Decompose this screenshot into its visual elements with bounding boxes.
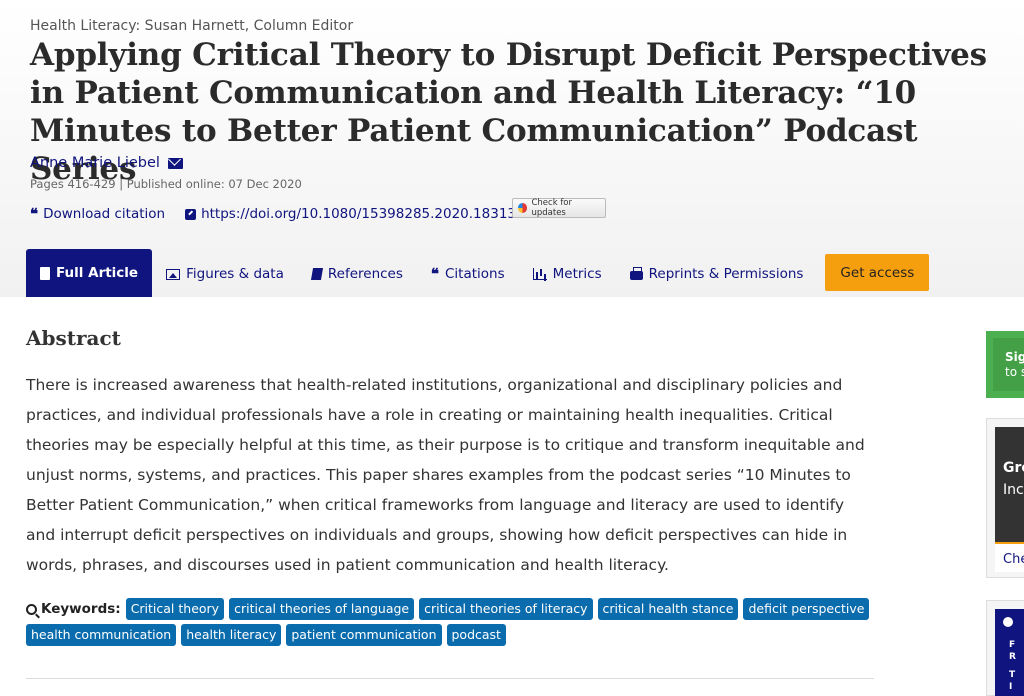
tab-label: References [327, 266, 403, 282]
download-citation-link[interactable]: ❝ Download citation [30, 206, 165, 222]
ad-line2: R [1009, 652, 1016, 662]
abstract-text: There is increased awareness that health… [26, 376, 865, 574]
crossmark-icon [518, 203, 528, 213]
keyword-tag[interactable]: deficit perspective [743, 598, 870, 620]
keywords-label-text: Keywords: [41, 601, 121, 617]
sign-in-banner-text: Sig to s [993, 338, 1024, 391]
tab-label: Metrics [552, 266, 602, 282]
tab-label: Full Article [56, 265, 139, 281]
book-icon [310, 268, 323, 280]
keyword-tag[interactable]: health communication [26, 624, 177, 646]
article-title: Applying Critical Theory to Disrupt Defi… [30, 37, 987, 187]
keywords-label: Keywords: [26, 601, 121, 617]
keyword-tag[interactable]: health literacy [181, 624, 282, 646]
ad-line4: I [1009, 682, 1013, 692]
envelope-icon[interactable] [167, 157, 183, 169]
keyword-tag[interactable]: Critical theory [125, 598, 225, 620]
tab-citations[interactable]: ❝ Citations [417, 251, 519, 297]
tab-references[interactable]: References [298, 251, 417, 297]
search-icon [26, 603, 37, 615]
check-updates-label: Check for updates [531, 198, 573, 218]
quote-icon: ❝ [430, 264, 439, 283]
promo-cta-link[interactable]: Che [995, 542, 1024, 572]
article-header: Health Literacy: Susan Harnett, Column E… [0, 0, 1024, 297]
keywords-list: Keywords: Critical theory critical theor… [26, 598, 876, 646]
ad-line1: F [1009, 640, 1016, 650]
sign-in-banner[interactable]: Sig to s [986, 331, 1024, 398]
bar-chart-icon [532, 268, 547, 280]
external-link-icon [185, 208, 197, 220]
tab-label: Citations [444, 266, 505, 282]
tab-figures-data[interactable]: Figures & data [152, 251, 298, 297]
tab-reprints-permissions[interactable]: Reprints & Permissions [616, 251, 818, 297]
promo-band: Gro Inc [995, 427, 1024, 542]
section-divider [26, 678, 874, 679]
doi-label: https://doi.org/10.1080/15398285.2020.18… [201, 206, 534, 222]
image-icon [166, 268, 181, 280]
article-tabs: Full Article Figures & data References ❝… [26, 249, 930, 297]
promo-line1: Gro [1003, 460, 1024, 476]
tab-label: Reprints & Permissions [648, 266, 804, 282]
ad-line3: T [1009, 670, 1016, 680]
check-for-updates-button[interactable]: Check for updates [512, 198, 606, 218]
article-tools: ❝ Download citation https://doi.org/10.1… [30, 206, 553, 222]
column-editor-line: Health Literacy: Susan Harnett, Column E… [30, 18, 354, 34]
author-row: Anne Marie Liebel [30, 155, 183, 171]
logo-icon [1003, 617, 1013, 627]
keyword-tag[interactable]: critical theories of literacy [419, 598, 593, 620]
keyword-tag[interactable]: critical health stance [597, 598, 739, 620]
sign-in-line2: to s [1005, 365, 1024, 379]
author-link[interactable]: Anne Marie Liebel [30, 155, 160, 171]
ad-banner: F R T I [995, 609, 1024, 696]
promo-line2: Inc [1003, 482, 1024, 498]
sign-in-line1: Sig [1005, 350, 1024, 364]
keyword-tag[interactable]: patient communication [286, 624, 442, 646]
ad-box[interactable]: F R T I [986, 600, 1024, 696]
keyword-tag[interactable]: podcast [446, 624, 506, 646]
document-icon [40, 266, 50, 280]
quote-icon: ❝ [30, 204, 39, 223]
tab-label: Figures & data [186, 266, 284, 282]
tab-metrics[interactable]: Metrics [519, 251, 616, 297]
tab-full-article[interactable]: Full Article [26, 249, 153, 297]
print-icon [629, 267, 643, 280]
pages-published-line: Pages 416-429 | Published online: 07 Dec… [30, 177, 302, 191]
get-access-button[interactable]: Get access [825, 254, 930, 291]
keyword-tag[interactable]: critical theories of language [229, 598, 415, 620]
promo-box: Gro Inc Che [986, 418, 1024, 578]
doi-link[interactable]: https://doi.org/10.1080/15398285.2020.18… [185, 206, 533, 222]
download-citation-label: Download citation [43, 206, 166, 222]
abstract-heading: Abstract [26, 326, 121, 350]
